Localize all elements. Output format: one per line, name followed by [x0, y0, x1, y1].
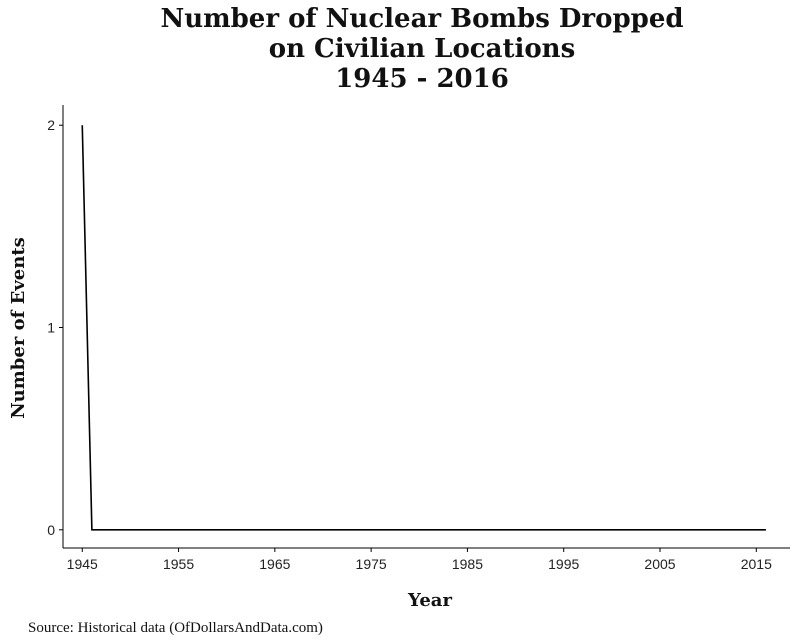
x-tick-label: 1965: [259, 556, 290, 572]
x-axis-ticks: 1945 1955 1965 1975 1985 1995 2005 2015: [67, 548, 772, 572]
chart-title-line-2: on Civilian Locations: [269, 34, 575, 64]
x-tick-label: 1995: [548, 556, 579, 572]
y-tick-label: 0: [47, 522, 55, 538]
y-axis-title: Number of Events: [8, 237, 29, 419]
plot-area: 0 1 2 1945 1955 1965 1975 1985 1995 2005 2015: [47, 105, 790, 572]
x-axis-title: Year: [407, 590, 452, 611]
x-tick-label: 1945: [67, 556, 98, 572]
y-tick-label: 1: [47, 320, 55, 336]
y-tick-label: 2: [47, 117, 55, 133]
chart-title-line-3: 1945 - 2016: [335, 64, 509, 94]
x-tick-label: 1985: [452, 556, 483, 572]
x-tick-label: 1975: [356, 556, 387, 572]
x-tick-label: 1955: [163, 556, 194, 572]
series-line: [81, 125, 766, 531]
y-axis-ticks: 0 1 2: [47, 117, 63, 538]
x-tick-label: 2015: [741, 556, 772, 572]
chart-title-line-1: Number of Nuclear Bombs Dropped: [160, 4, 683, 34]
source-note: Source: Historical data (OfDollarsAndDat…: [28, 620, 323, 636]
chart-title: Number of Nuclear Bombs Dropped on Civil…: [160, 4, 683, 94]
x-tick-label: 2005: [644, 556, 675, 572]
